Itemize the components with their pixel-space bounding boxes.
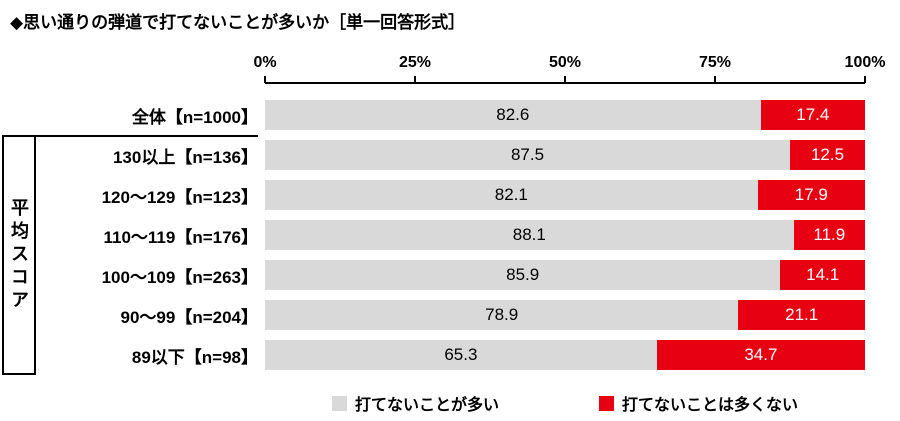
legend-swatch [331, 395, 347, 411]
segment-value: 17.9 [794, 185, 828, 204]
axis-tick-mark [864, 76, 866, 83]
group-bracket: 平均スコア [2, 135, 36, 375]
bar-row: 100〜109【n=263】 85.9 14.1 [40, 255, 865, 295]
group-divider-line [2, 135, 258, 137]
segment-value: 82.1 [494, 185, 528, 204]
segment-not-often: 12.5 [790, 140, 865, 170]
segment-value: 11.9 [813, 225, 846, 244]
stacked-bar: 82.6 17.4 [265, 100, 865, 130]
row-label: 90〜99【n=204】 [120, 307, 259, 327]
group-label: 平均スコア [9, 197, 29, 313]
axis-tick-mark [714, 76, 716, 83]
segment-value: 17.4 [796, 105, 830, 124]
legend-label: 打てないことが多い [354, 397, 499, 414]
row-label: 100〜109【n=263】 [101, 267, 258, 287]
segment-often: 87.5 [265, 140, 790, 170]
row-label: 全体【n=1000】 [131, 107, 258, 127]
segment-not-often: 14.1 [780, 260, 865, 290]
legend-item: 打てないことは多くない [599, 391, 798, 415]
segment-value: 34.7 [744, 345, 778, 364]
segment-often: 88.1 [265, 220, 794, 250]
segment-not-often: 17.9 [757, 180, 865, 210]
segment-not-often: 17.4 [760, 100, 865, 130]
segment-not-often: 11.9 [793, 220, 865, 250]
bar-row: 110〜119【n=176】 88.1 11.9 [40, 215, 865, 255]
segment-value: 85.9 [506, 265, 540, 284]
axis-tick-mark [564, 76, 566, 83]
legend-swatch [599, 395, 614, 411]
legend-item: 打てないことが多い [331, 391, 499, 415]
segment-often: 82.1 [265, 180, 758, 210]
segment-value: 82.6 [496, 105, 530, 124]
segment-value: 14.1 [806, 265, 840, 284]
axis-tick-mark [264, 76, 266, 83]
bar-row: 89以下【n=98】 65.3 34.7 [40, 335, 865, 375]
legend: 打てないことが多い 打てないことは多くない [265, 391, 865, 415]
segment-value: 87.5 [510, 145, 545, 164]
stacked-bar: 88.1 11.9 [265, 220, 865, 250]
axis-tick-label: 75% [698, 54, 732, 71]
segment-value: 78.9 [485, 305, 519, 324]
axis-tick-label: 25% [398, 54, 432, 71]
segment-often: 82.6 [265, 100, 761, 130]
legend-label: 打てないことは多くない [622, 397, 799, 414]
bar-row: 90〜99【n=204】 78.9 21.1 [40, 295, 865, 335]
axis-tick-label: 100% [844, 54, 886, 71]
stacked-bar: 78.9 21.1 [265, 300, 865, 330]
axis-tick-mark [414, 76, 416, 83]
stacked-bar: 82.1 17.9 [265, 180, 865, 210]
segment-value: 88.1 [512, 225, 546, 244]
axis-labels: 0% 25% 50% 75% 100% [253, 52, 885, 82]
stacked-bar: 87.5 12.5 [265, 140, 865, 170]
bar-row: 全体【n=1000】 82.6 17.4 [40, 95, 865, 135]
segment-value: 12.5 [810, 145, 845, 164]
bar-row: 120〜129【n=123】 82.1 17.9 [40, 175, 865, 215]
axis-line [264, 76, 866, 84]
row-label: 110〜119【n=176】 [103, 227, 258, 247]
segment-often: 65.3 [265, 340, 657, 370]
row-label: 89以下【n=98】 [131, 347, 258, 367]
axis-tick-label: 50% [548, 54, 582, 71]
bar-row: 130以上【n=136】 87.5 12.5 [40, 135, 865, 175]
segment-often: 85.9 [265, 260, 781, 290]
segment-value: 21.1 [785, 305, 819, 324]
plot-header: 0% 25% 50% 75% 100% [253, 52, 885, 84]
axis-tick-label: 0% [253, 54, 277, 71]
segment-not-often: 34.7 [656, 340, 865, 370]
row-label: 130以上【n=136】 [112, 147, 258, 167]
bar-rows: 全体【n=1000】 82.6 17.4 130以上【n=136】 87.5 12.5 12… [40, 95, 865, 375]
stacked-bar: 85.9 14.1 [265, 260, 865, 290]
row-label: 120〜129【n=123】 [101, 187, 258, 207]
segment-often: 78.9 [265, 300, 739, 330]
segment-value: 65.3 [444, 345, 478, 364]
stacked-bar: 65.3 34.7 [265, 340, 865, 370]
chart-title: ◆思い通りの弾道で打てないことが多いか［単一回答形式］ [10, 13, 466, 32]
segment-not-often: 21.1 [738, 300, 865, 330]
